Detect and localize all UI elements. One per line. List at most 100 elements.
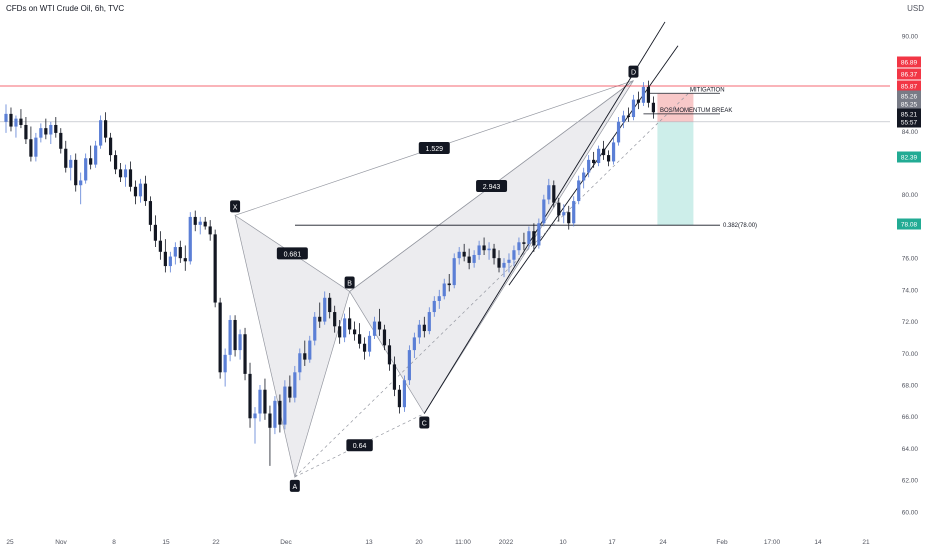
candle-body xyxy=(602,148,606,156)
candle-body xyxy=(64,148,68,168)
x-tick-label: Nov xyxy=(55,539,67,546)
candle-body xyxy=(582,172,586,181)
candle-body xyxy=(367,335,372,352)
candle-body xyxy=(163,251,167,267)
pattern-triangle-bcd xyxy=(349,80,634,415)
mitigation-label: MITIGATION xyxy=(690,87,725,93)
candle-body xyxy=(278,400,282,425)
candle-body xyxy=(357,334,362,344)
y-tick-label: 72.00 xyxy=(902,319,919,326)
x-tick-label: 21 xyxy=(862,539,870,546)
candle-body xyxy=(24,124,28,140)
candle-body xyxy=(616,121,621,143)
x-tick-label: Feb xyxy=(716,539,728,546)
candle-body xyxy=(113,155,118,170)
candle-body xyxy=(626,115,631,118)
candle-body xyxy=(158,240,162,252)
price-tag-bg xyxy=(897,68,921,80)
candle-body xyxy=(288,386,292,398)
candle-body xyxy=(631,99,636,118)
point-label-a: A xyxy=(293,484,298,491)
y-tick-label: 66.00 xyxy=(902,414,919,421)
candle-body xyxy=(477,245,481,255)
candle-body xyxy=(49,124,53,135)
y-tick-label: 90.00 xyxy=(902,34,919,41)
candle-body xyxy=(19,118,23,125)
candle-body xyxy=(233,319,237,351)
ratio-label-bg xyxy=(476,180,508,193)
candle-body xyxy=(104,120,108,138)
x-tick-label: 11:00 xyxy=(455,539,471,546)
y-tick-label: 68.00 xyxy=(902,382,919,389)
candle-body xyxy=(577,180,581,202)
candle-body xyxy=(74,159,78,186)
price-tag-bg xyxy=(897,151,921,163)
candle-body xyxy=(303,353,307,360)
candle-body xyxy=(457,251,461,259)
candle-body xyxy=(238,334,242,351)
candle-body xyxy=(94,145,98,165)
x-tick-label: Dec xyxy=(280,539,292,546)
candle-body xyxy=(482,245,486,251)
bos-label: BOS/MOMENTUM BREAK xyxy=(660,108,732,114)
candle-body xyxy=(183,258,187,262)
stop-loss-zone xyxy=(657,93,694,122)
candle-body xyxy=(273,400,277,428)
candle-body xyxy=(308,340,312,360)
price-tag-label: 85.26 xyxy=(901,94,918,101)
candle-body xyxy=(173,247,177,257)
candle-body xyxy=(178,247,182,259)
price-tag-label: 82.39 xyxy=(901,155,918,162)
candle-body xyxy=(517,242,521,251)
candle-body xyxy=(79,180,83,186)
candle-body xyxy=(223,354,227,373)
candle-body xyxy=(407,350,411,381)
candle-body xyxy=(587,159,591,173)
candle-body xyxy=(39,128,43,138)
candle-body xyxy=(198,221,202,225)
ratio-label-bg xyxy=(346,439,373,452)
price-tag-label: 85.21 xyxy=(901,112,918,119)
candle-body xyxy=(208,226,212,235)
y-tick-label: 60.00 xyxy=(902,509,919,516)
candle-body xyxy=(253,413,257,419)
candle-body xyxy=(636,99,641,103)
candle-body xyxy=(532,231,536,246)
candle-body xyxy=(646,86,651,103)
fib-382-label: 0.382(78.00) xyxy=(723,223,757,229)
candle-body xyxy=(552,185,556,203)
candle-body xyxy=(437,296,441,301)
candle-body xyxy=(537,223,541,246)
candle-body xyxy=(547,185,551,200)
price-tag-label: 86.37 xyxy=(901,72,918,79)
x-tick-label: 25 xyxy=(6,539,14,546)
candle-body xyxy=(123,169,128,178)
price-tag-bg xyxy=(897,98,921,110)
candle-body xyxy=(492,248,496,259)
y-tick-label: 76.00 xyxy=(902,256,919,263)
x-tick-label: 14 xyxy=(814,539,822,546)
x-tick-label: 10 xyxy=(559,539,567,546)
candle-body xyxy=(377,321,382,330)
candle-body xyxy=(108,137,113,156)
candle-body xyxy=(268,413,272,428)
candle-body xyxy=(118,169,123,178)
candle-body xyxy=(203,221,207,227)
candle-body xyxy=(362,343,367,352)
candle-body xyxy=(243,334,247,374)
point-label-bg xyxy=(628,65,639,78)
price-tag-label: 55:57 xyxy=(901,120,918,127)
currency-label[interactable]: USD xyxy=(907,4,924,13)
candle-body xyxy=(138,183,143,197)
candle-body xyxy=(353,329,357,335)
candle-body xyxy=(542,199,546,224)
x-tick-label: 2022 xyxy=(499,539,514,546)
candle-body xyxy=(69,159,73,168)
price-tag-bg xyxy=(897,56,921,68)
candle-body xyxy=(522,242,526,244)
candle-body xyxy=(422,324,426,332)
candle-body xyxy=(512,250,516,260)
candle-body xyxy=(148,201,153,225)
price-tag-label: 85.87 xyxy=(901,84,918,91)
